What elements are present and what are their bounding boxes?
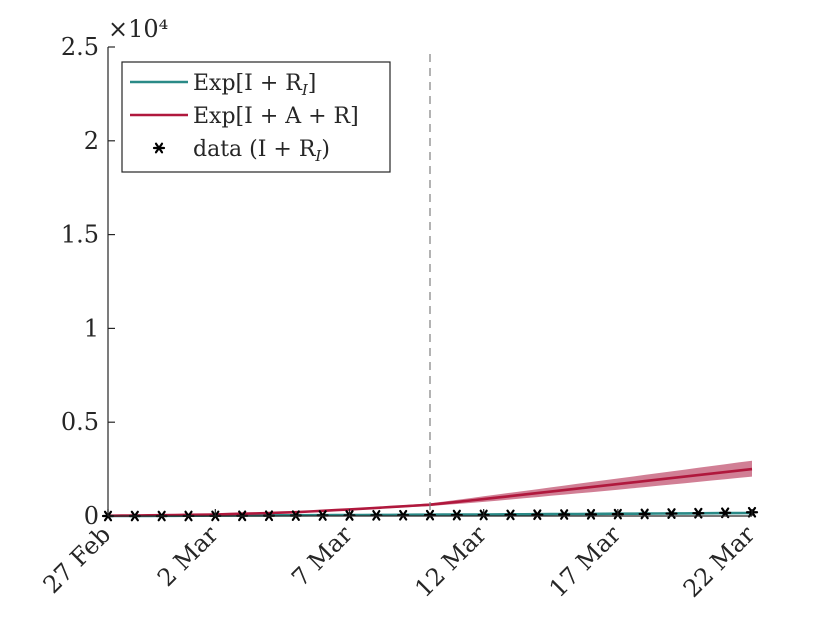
y-tick-label: 1.5 [61,221,99,249]
legend-subscript: I [314,147,322,165]
legend: Exp[I + RI]Exp[I + A + R]data (I + RI) [121,61,391,173]
data-point-stroke [506,509,515,521]
x-tick-label: 7 Mar [286,520,358,592]
data-point [584,508,598,520]
legend-label-0: Exp[I + RI] [193,71,316,99]
x-tick-label: 2 Mar [152,520,224,592]
data-point [370,509,383,521]
data-point [531,509,544,521]
x-tick-label: 12 Mar [410,520,493,603]
legend-box [121,61,391,173]
legend-marker-stroke [154,142,164,154]
data-point [397,509,410,521]
data-point-stroke [452,509,461,521]
legend-close: ) [321,137,330,162]
legend-label-1: Exp[I + A + R] [193,104,359,129]
data-point-stroke [399,509,408,521]
x-tick-label: 17 Mar [544,520,627,603]
legend-text: Exp[I + R [193,71,303,96]
data-point [450,509,463,521]
x-tick-label: 27 Feb [38,520,117,599]
data-point-stroke [586,508,596,520]
data-point-stroke [640,508,649,520]
axes [107,46,753,517]
legend-text: Exp[I + A + R] [193,104,359,129]
legend-close: ] [308,71,317,96]
data-point [638,508,651,520]
y-tick-label: 1 [84,314,99,342]
y-tick-label: 0.5 [61,408,99,436]
legend-subscript: I [301,81,309,99]
y-tick-label: 2 [84,127,99,155]
legend-marker-2 [152,142,166,154]
y-tick-label: 0 [84,502,99,530]
x-tick-label: 22 Mar [678,520,761,603]
data-point-stroke [425,509,435,521]
data-point [423,509,437,521]
y-exponent-label: ×10⁴ [108,15,168,43]
data-point [504,509,517,521]
data-point-stroke [372,509,381,521]
legend-text: data (I + R [193,137,317,162]
y-tick-label: 2.5 [61,33,99,61]
legend-label-2: data (I + RI) [193,137,330,165]
data-point-stroke [560,509,569,520]
data-point [558,509,571,520]
data-point-stroke [533,509,542,521]
